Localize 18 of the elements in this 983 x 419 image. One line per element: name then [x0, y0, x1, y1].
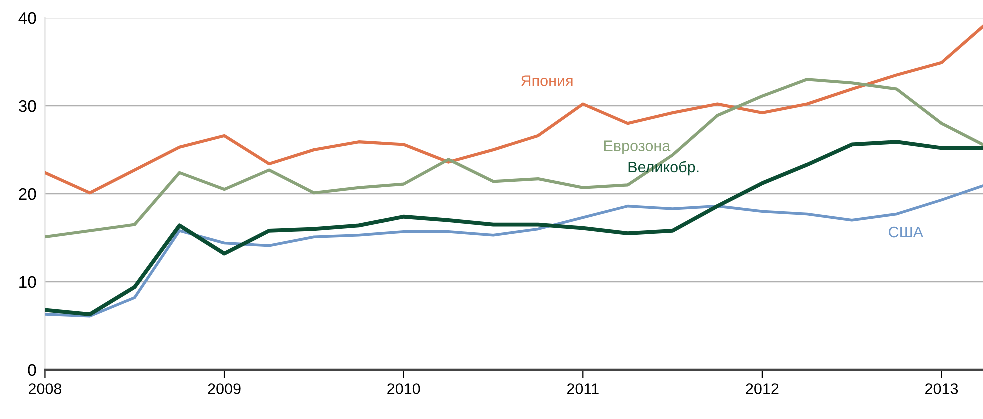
y-tick-label: 0 [28, 364, 36, 376]
series-label: Еврозона [604, 140, 671, 154]
series-label: США [889, 226, 924, 238]
line-series [45, 25, 983, 195]
y-tick-label: 40 [18, 12, 36, 24]
x-tick-label: 2008 [28, 384, 62, 394]
text: Великобр. [628, 161, 699, 176]
line-series [45, 140, 983, 316]
x-tick-label: 2011 [567, 384, 599, 394]
x-tick-label: 2013 [926, 384, 958, 394]
y-tick-label: 30 [18, 100, 36, 112]
series-label: Япония [521, 76, 573, 86]
x-tick-label: 2012 [746, 384, 779, 394]
x-tick-label: 2009 [208, 384, 241, 394]
line-series [45, 184, 983, 318]
y-tick-label: 20 [19, 188, 36, 200]
x-tick-label: 2010 [388, 384, 420, 394]
y-tick-label: 10 [20, 276, 36, 288]
